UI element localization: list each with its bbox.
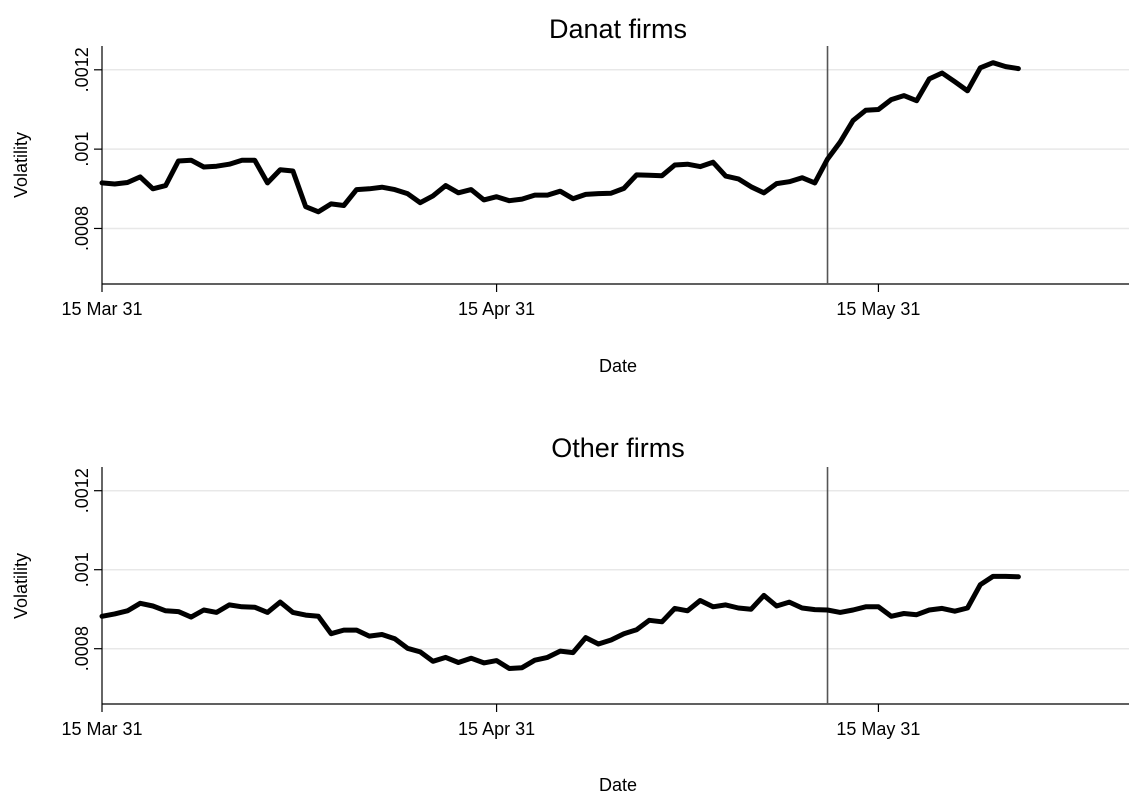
plot-area: .0008 .001 .0012 15 Mar 31 15 Apr 31 15 May 3… <box>61 467 1129 739</box>
x-tick-label: 15 Apr 31 <box>458 719 535 739</box>
x-tick-label: 15 May 31 <box>836 719 920 739</box>
y-tick-label: .0008 <box>72 626 92 671</box>
chart-title: Danat firms <box>549 14 687 44</box>
y-tick-label: .001 <box>72 552 92 587</box>
series-line <box>99 573 1021 671</box>
chart-title: Other firms <box>551 433 685 463</box>
danat-firms-panel: Danat firms Volatility Date .0008.001.00… <box>11 14 1129 376</box>
series-line <box>99 60 1021 215</box>
y-tick-label: .0012 <box>72 47 92 92</box>
y-axis-label: Volatility <box>11 553 31 619</box>
x-tick-label: 15 Mar 31 <box>61 299 142 319</box>
x-tick-label: 15 Mar 31 <box>61 719 142 739</box>
plot-area: .0008 .001 .0012 15 Mar 31 15 Apr 31 15 May 3… <box>61 46 1129 319</box>
y-axis-label: Volatility <box>11 132 31 198</box>
y-tick-label: .0008 <box>72 206 92 251</box>
y-tick-label: .001 <box>72 132 92 167</box>
x-tick-label: 15 Apr 31 <box>458 299 535 319</box>
x-tick-label: 15 May 31 <box>836 299 920 319</box>
other-firms-panel: Other firms Volatility Date .0008.001.00… <box>11 433 1129 795</box>
y-tick-label: .0012 <box>72 468 92 513</box>
x-axis-label: Date <box>599 775 637 795</box>
x-axis-label: Date <box>599 356 637 376</box>
